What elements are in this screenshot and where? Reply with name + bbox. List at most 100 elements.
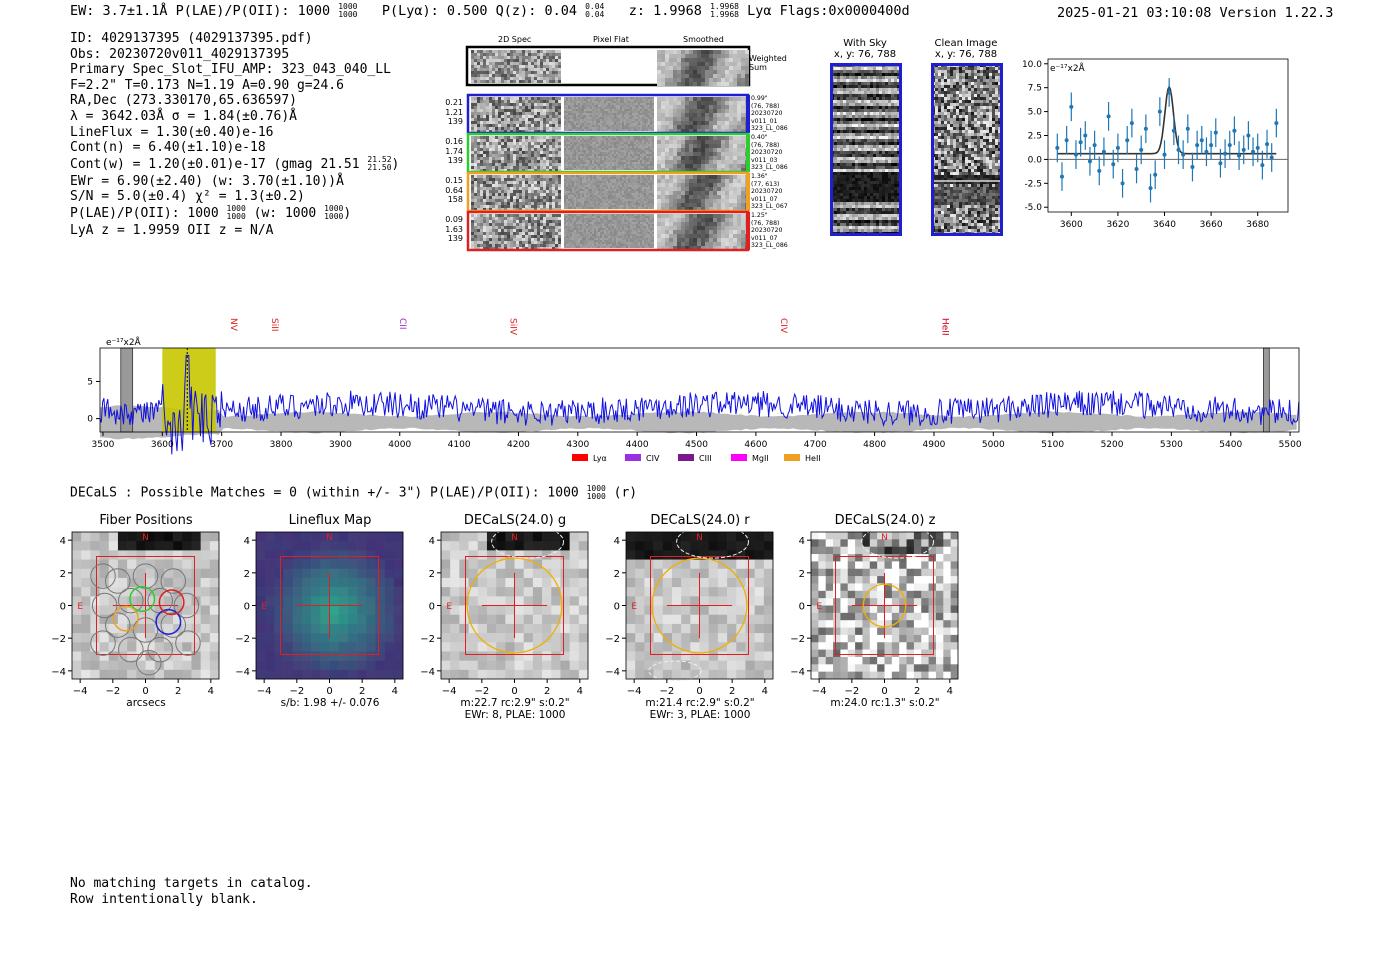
stamp-smooth-pixel xyxy=(725,156,729,160)
stamp-pixel xyxy=(596,162,598,164)
stamp-pixel xyxy=(492,181,495,184)
stamp-pixel xyxy=(636,160,638,162)
stamp-smooth-row xyxy=(657,97,749,133)
stamp-pixel xyxy=(474,178,477,181)
stamp-pixel xyxy=(471,127,474,130)
stamp-smooth-pixel xyxy=(689,191,693,195)
stamp-pixel xyxy=(584,166,586,168)
stamp-smooth-pixel xyxy=(737,125,741,129)
stamp-pixel xyxy=(552,136,555,139)
stamp-pixel xyxy=(644,99,646,101)
stamp-pixel xyxy=(552,205,555,208)
stamp-pixel xyxy=(596,150,598,152)
stamp-pixel xyxy=(471,241,474,244)
stamp-smooth-pixel xyxy=(705,207,709,211)
stamp-pixel xyxy=(590,201,592,203)
stamp-pixel xyxy=(638,127,640,129)
stamp-pixel xyxy=(480,208,483,211)
stamp-pixel xyxy=(614,99,616,101)
stamp-pixel xyxy=(638,189,640,191)
stamp-pixel xyxy=(638,121,640,123)
stamp-pixel xyxy=(540,187,543,190)
stamp-pixel xyxy=(580,185,582,187)
stamp-pixel xyxy=(572,97,574,99)
stamp-pixel xyxy=(576,214,578,216)
stamp-pixel xyxy=(586,150,588,152)
stamp-smooth-pixel xyxy=(685,109,689,113)
stamp-smooth-pixel xyxy=(673,58,677,62)
stamp-pixel xyxy=(528,223,531,226)
stamp-pixel xyxy=(483,97,486,100)
stamp-pixel xyxy=(495,71,498,74)
stamp-pixel xyxy=(638,113,640,115)
stamp-pixel xyxy=(546,217,549,220)
stamp-pixel xyxy=(592,113,594,115)
stamp-pixel xyxy=(501,193,504,196)
stamp-pixel xyxy=(566,185,568,187)
stamp-pixel xyxy=(486,127,489,130)
stamp-pixel xyxy=(590,121,592,123)
stamp-pixel xyxy=(510,247,513,250)
stamp-smooth-pixel xyxy=(693,140,697,144)
stamp-pixel xyxy=(519,74,522,77)
stamp-smooth-pixel xyxy=(701,62,705,66)
stamp-smooth-pixel xyxy=(693,148,697,152)
stamp-smooth-pixel xyxy=(705,117,709,121)
stamp-pixel xyxy=(646,144,648,146)
stamp-pixel xyxy=(477,241,480,244)
stamp-pixel xyxy=(580,189,582,191)
stamp-pixel xyxy=(572,136,574,138)
stamp-pixel xyxy=(596,144,598,146)
stamp-pixel xyxy=(652,181,654,183)
stamp-smooth-pixel xyxy=(657,199,661,203)
stamp-pixel xyxy=(568,179,570,181)
stamp-pixel xyxy=(486,80,489,83)
stamp-pixel xyxy=(492,205,495,208)
stamp-pixel xyxy=(522,112,525,115)
stamp-pixel xyxy=(510,127,513,130)
stamp-pixel xyxy=(614,117,616,119)
stamp-pixel xyxy=(612,146,614,148)
stamp-pixel xyxy=(644,187,646,189)
stamp-pixel xyxy=(570,168,572,170)
stamp-pixel xyxy=(584,162,586,164)
stamp-pixel xyxy=(610,99,612,101)
stamp-pixel xyxy=(640,117,642,119)
stamp-smooth-pixel xyxy=(717,140,721,144)
stamp-pixel xyxy=(489,184,492,187)
stamp-pixel xyxy=(534,68,537,71)
stamp-pixel xyxy=(528,62,531,65)
stamp-smooth-pixel xyxy=(689,82,693,86)
stamp-pixel xyxy=(604,205,606,207)
stamp-pixel xyxy=(582,138,584,140)
stamp-pixel xyxy=(498,199,501,202)
stamp-pixel xyxy=(620,144,622,146)
stamp-pixel xyxy=(628,168,630,170)
stamp-pixel xyxy=(598,203,600,205)
stamp-gap xyxy=(561,214,564,248)
stamp-smooth-pixel xyxy=(729,105,733,109)
stamp-pixel xyxy=(531,199,534,202)
stamp-pixel xyxy=(486,124,489,127)
stamp-smooth-pixel xyxy=(713,136,717,140)
stamp-pixel xyxy=(652,136,654,138)
stamp-pixel xyxy=(650,144,652,146)
stamp-pixel xyxy=(537,77,540,80)
stamp-pixel xyxy=(504,103,507,106)
stamp-pixel xyxy=(546,100,549,103)
stamp-pixel xyxy=(516,166,519,169)
stamp-pixel xyxy=(495,205,498,208)
stamp-pixel xyxy=(632,156,634,158)
stamp-pixel xyxy=(519,112,522,115)
stamp-pixel xyxy=(630,142,632,144)
stamp-pixel xyxy=(592,119,594,121)
stamp-pixel xyxy=(568,119,570,121)
stamp-pixel xyxy=(628,107,630,109)
stamp-pixel xyxy=(604,189,606,191)
stamp-pixel xyxy=(650,156,652,158)
stamp-smooth-pixel xyxy=(661,179,665,183)
stamp-smooth-pixel xyxy=(717,74,721,78)
stamp-pixel xyxy=(622,115,624,117)
stamp-weighted-smooth xyxy=(657,50,749,86)
stamp-pixel xyxy=(652,97,654,99)
